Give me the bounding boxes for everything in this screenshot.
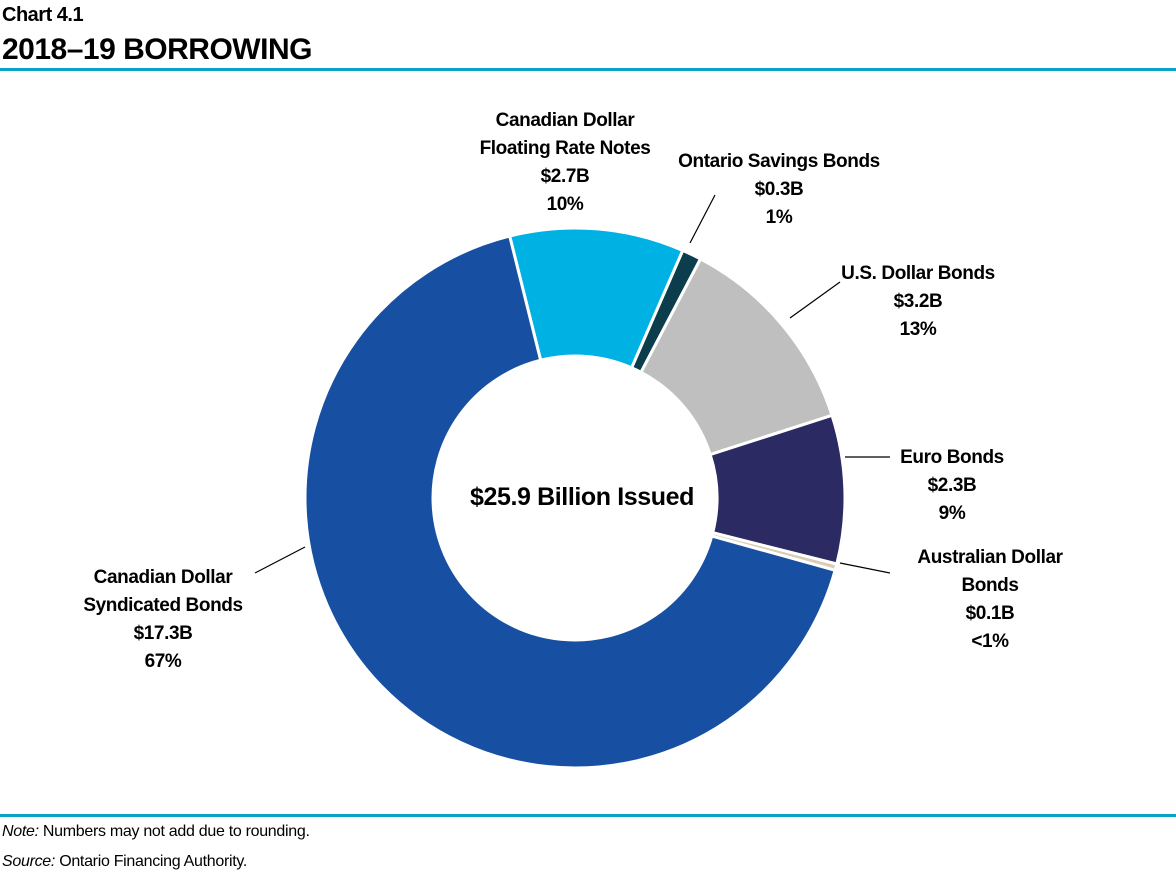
slice-name-1: Ontario Savings Bonds	[678, 151, 880, 172]
slice-5	[303, 234, 837, 770]
slice-value-label-4: $0.1B	[966, 603, 1015, 624]
top-divider	[0, 68, 1176, 71]
slice-value-label-5: $17.3B	[134, 623, 193, 644]
note-text: Numbers may not add due to rounding.	[38, 823, 310, 840]
slice-value-label-1: $0.3B	[755, 179, 804, 200]
source: Source: Ontario Financing Authority.	[2, 853, 247, 871]
slice-name-5: Syndicated Bonds	[83, 595, 242, 616]
leader-line-1	[689, 194, 716, 244]
bottom-divider	[0, 814, 1176, 817]
slice-name-5: Canadian Dollar	[94, 567, 234, 588]
slice-percent-label-1: 1%	[766, 207, 793, 228]
slice-name-0: Floating Rate Notes	[480, 138, 651, 159]
note: Note: Numbers may not add due to roundin…	[2, 823, 310, 841]
chart-number: Chart 4.1	[2, 4, 84, 26]
source-label: Source:	[2, 853, 56, 870]
slice-name-3: Euro Bonds	[900, 447, 1004, 468]
slice-value-label-0: $2.7B	[541, 166, 590, 187]
leader-line-4	[839, 562, 891, 574]
slice-percent-label-5: 67%	[145, 651, 182, 672]
note-label: Note:	[2, 823, 39, 840]
slice-percent-label-2: 13%	[900, 319, 937, 340]
slice-percent-label-4: <1%	[971, 631, 1009, 652]
slice-percent-label-3: 9%	[939, 503, 966, 524]
slice-name-2: U.S. Dollar Bonds	[841, 263, 995, 284]
center-label: $25.9 Billion Issued	[470, 483, 694, 511]
slice-name-0: Canadian Dollar	[496, 110, 636, 131]
chart-title: 2018–19 BORROWING	[2, 33, 312, 66]
slice-name-4: Australian Dollar	[917, 547, 1063, 568]
source-text: Ontario Financing Authority.	[55, 853, 248, 870]
slice-value-label-2: $3.2B	[894, 291, 943, 312]
slice-name-4: Bonds	[961, 575, 1018, 596]
leader-line-2	[789, 281, 841, 319]
slice-value-label-3: $2.3B	[928, 475, 977, 496]
slice-percent-label-0: 10%	[547, 194, 584, 215]
leader-line-5	[254, 546, 306, 574]
